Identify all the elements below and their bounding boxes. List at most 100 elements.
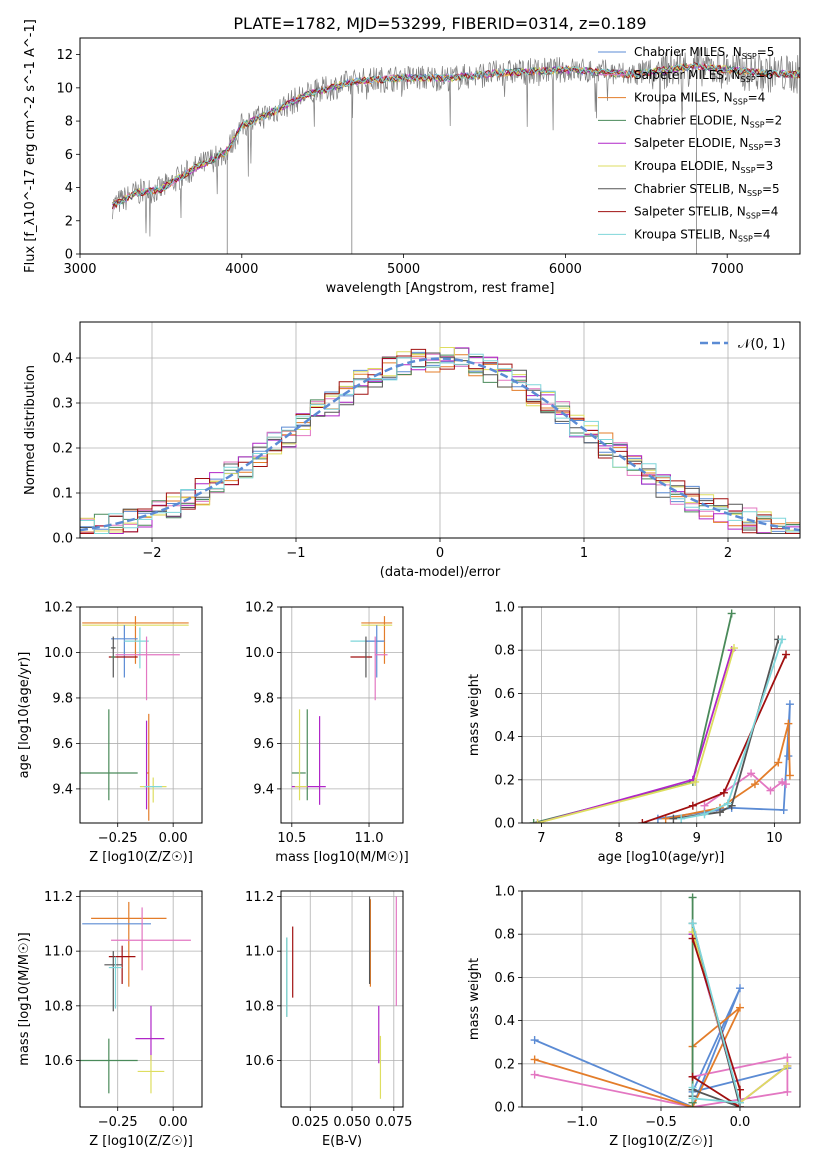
age_vs_mass-panel: 10.5 11.0 9.4 9.6 9.8 10.0 10.2 mass [log10(M/M… xyxy=(245,601,409,866)
legend-label: Chabrier ELODIE, NSSP=2 xyxy=(634,113,782,129)
legend-count: =4 xyxy=(748,91,766,105)
y-tick-label: 0.2 xyxy=(52,442,73,457)
mass_vs_Z-panel: −0.25 0.00 10.6 10.8 11.0 11.2 Z [log10(Z/Z☉)]… xyxy=(17,890,203,1149)
residuals-panel: −2 −1 0 1 2 0.0 0.1 0.2 0.3 0.4 (data-model)/error… xyxy=(23,321,801,580)
y-axis-label: mass weight xyxy=(467,958,482,1040)
model-line-8 xyxy=(112,63,800,206)
x-tick-label: −1.0 xyxy=(566,1115,598,1130)
y-tick-label: 0.8 xyxy=(494,928,515,943)
y-axis-label: mass [log10(M/M☉)] xyxy=(17,932,32,1065)
legend-text: Salpeter ELODIE, N xyxy=(634,136,748,150)
x-tick-label: 2 xyxy=(724,546,732,561)
y-tick-label: 0 xyxy=(65,248,73,263)
legend-subscript: SSP xyxy=(748,143,763,152)
mass-weight-series-2 xyxy=(665,723,791,820)
legend-label: Kroupa STELIB, NSSP=4 xyxy=(634,227,771,243)
x-tick-label: 1 xyxy=(580,546,588,561)
y-tick-label: 0.0 xyxy=(494,817,515,832)
y-tick-label: 0.6 xyxy=(494,971,515,986)
plot-area xyxy=(529,609,794,823)
x-axis-label: E(B-V) xyxy=(322,1134,362,1149)
x-tick-label: 10.5 xyxy=(277,831,306,846)
y-tick-label: 0.2 xyxy=(494,1057,515,1072)
axes-frame xyxy=(521,606,801,824)
y-tick-label: 12 xyxy=(56,48,73,63)
legend-subscript: SSP xyxy=(746,212,761,221)
x-tick-label: 0 xyxy=(436,546,444,561)
x-tick-label: 0.075 xyxy=(375,1115,412,1130)
mass-weight-series-8 xyxy=(691,923,742,1104)
legend-text: Salpeter STELIB, N xyxy=(634,205,746,219)
legend-count: =6 xyxy=(756,68,774,82)
legend-label: Kroupa MILES, NSSP=4 xyxy=(634,91,765,107)
x-tick-label: 10 xyxy=(766,831,783,846)
normal-curve xyxy=(80,357,800,532)
plot-area xyxy=(80,347,800,534)
x-tick-label: −0.25 xyxy=(98,831,138,846)
legend-label: Chabrier MILES, NSSP=5 xyxy=(634,45,774,61)
y-tick-label: 0.3 xyxy=(52,397,73,412)
y-tick-label: 11.2 xyxy=(245,890,274,905)
x-tick-label: 7000 xyxy=(711,262,744,277)
legend-subscript: SSP xyxy=(750,120,765,129)
x-tick-label: 3000 xyxy=(63,262,96,277)
legend-text: Kroupa ELODIE, N xyxy=(634,159,741,173)
y-tick-label: 10.8 xyxy=(245,999,274,1014)
y-tick-label: 9.6 xyxy=(52,737,73,752)
x-tick-label: 4000 xyxy=(225,262,258,277)
axes-frame xyxy=(280,890,404,1108)
legend-label: Salpeter MILES, NSSP=6 xyxy=(634,68,773,84)
plot-area xyxy=(112,46,800,254)
y-tick-label: 10.6 xyxy=(44,1054,73,1069)
y-axis-label: age [log10(age/yr)] xyxy=(17,652,32,779)
x-tick-label: 8 xyxy=(615,831,623,846)
y-tick-label: 0.8 xyxy=(494,644,515,659)
axes-frame xyxy=(280,606,404,824)
y-tick-label: 10.0 xyxy=(44,646,73,661)
legend-subscript: SSP xyxy=(733,98,748,107)
legend-count: =3 xyxy=(756,159,774,173)
age_vs_Z-panel: −0.25 0.00 9.4 9.6 9.8 10.0 10.2 Z [log10(Z/Z☉)… xyxy=(17,601,203,865)
x-tick-label: −0.5 xyxy=(645,1115,677,1130)
y-tick-label: 6 xyxy=(65,148,73,163)
legend-text: Chabrier STELIB, N xyxy=(634,182,747,196)
x-tick-label: 7 xyxy=(537,831,545,846)
legend-count: =4 xyxy=(761,205,779,219)
axes-frame xyxy=(79,37,801,255)
legend-label: 𝒩(0, 1) xyxy=(738,337,785,352)
y-tick-label: 11.2 xyxy=(44,890,73,905)
y-tick-label: 9.6 xyxy=(253,737,274,752)
y-tick-label: 1.0 xyxy=(494,885,515,900)
legend-label: Salpeter ELODIE, NSSP=3 xyxy=(634,136,781,152)
mass-weight-series-3 xyxy=(533,613,733,823)
x-tick-label: 11.0 xyxy=(355,831,384,846)
y-axis-label: mass weight xyxy=(467,674,482,756)
y-tick-label: 10.8 xyxy=(44,999,73,1014)
x-tick-label: 0.0 xyxy=(730,1115,751,1130)
legend-count: =5 xyxy=(762,182,780,196)
mass_weight_vs_Z-panel: −1.0 −0.5 0.0 0.0 0.2 0.4 0.6 0.8 1.0 Z [log10(Z/… xyxy=(467,885,801,1149)
plot-area xyxy=(291,616,393,805)
y-tick-label: 9.4 xyxy=(52,782,73,797)
x-axis-label: age [log10(age/yr)] xyxy=(598,850,725,865)
y-tick-label: 9.8 xyxy=(52,691,73,706)
spectrum-legend: Chabrier MILES, NSSP=5 Salpeter MILES, NS… xyxy=(598,45,782,243)
legend-label: Chabrier STELIB, NSSP=5 xyxy=(634,182,780,198)
x-tick-label: 5000 xyxy=(387,262,420,277)
legend-subscript: SSP xyxy=(742,52,757,61)
x-axis-label: mass [log10(M/M☉)] xyxy=(275,850,408,865)
x-axis-label: wavelength [Angstrom, rest frame] xyxy=(326,281,555,296)
x-axis-label: Z [log10(Z/Z☉)] xyxy=(609,1134,713,1149)
model-line-3 xyxy=(112,62,800,210)
plot-area xyxy=(530,893,792,1107)
histogram-series-7 xyxy=(80,348,800,534)
y-tick-label: 0.4 xyxy=(494,1014,515,1029)
plot-area xyxy=(80,901,191,1094)
mass-weight-series-5 xyxy=(537,647,735,823)
legend-count: =4 xyxy=(753,227,771,241)
y-tick-label: 10.2 xyxy=(245,601,274,616)
axes-frame xyxy=(79,606,203,824)
y-tick-label: 0.0 xyxy=(52,532,73,547)
legend-label: Kroupa ELODIE, NSSP=3 xyxy=(634,159,773,175)
y-tick-label: 0.4 xyxy=(52,352,73,367)
